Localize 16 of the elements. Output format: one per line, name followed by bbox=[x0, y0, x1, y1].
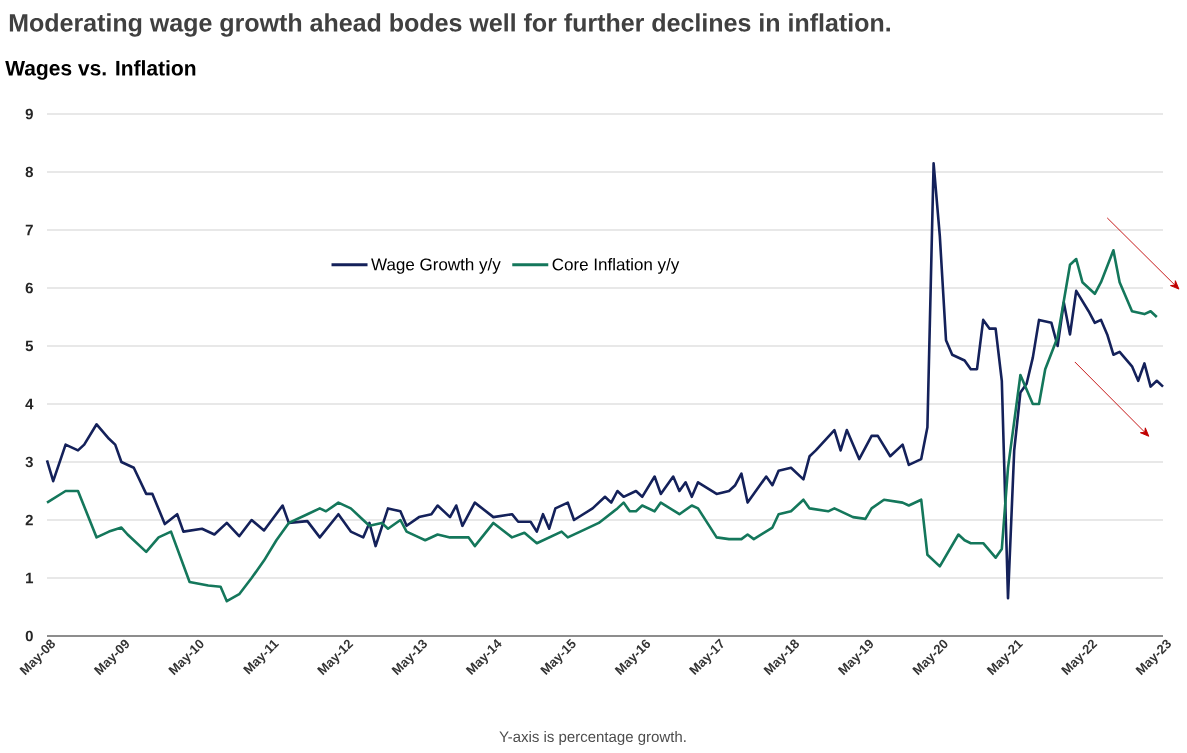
y-tick-label: 2 bbox=[25, 514, 33, 526]
y-tick-label: 5 bbox=[25, 340, 34, 352]
line-series bbox=[45, 249, 1159, 603]
y-tick-label: 4 bbox=[25, 398, 34, 410]
legend-label: Core Inflation y/y bbox=[552, 257, 680, 274]
y-tick-label: 9 bbox=[25, 108, 33, 120]
y-tick-label: 7 bbox=[25, 224, 33, 236]
y-tick-label: 1 bbox=[26, 572, 34, 584]
y-tick-label: 3 bbox=[25, 456, 33, 468]
legend-label: Wage Growth y/y bbox=[371, 257, 501, 274]
chart-title: Moderating wage growth ahead bodes well for further declines in inflation. bbox=[9, 13, 890, 37]
y-tick-label: 6 bbox=[25, 282, 33, 294]
line-series bbox=[45, 162, 1165, 600]
text: Y-axis is percentage growth. bbox=[499, 731, 686, 745]
y-tick-label: 8 bbox=[25, 166, 33, 178]
chart-subtitle: Wages vs. Inflation bbox=[5, 60, 196, 80]
